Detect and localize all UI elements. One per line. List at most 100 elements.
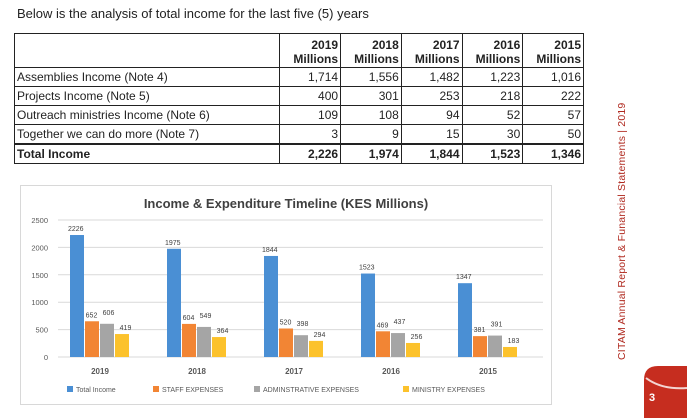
- table-header-cell: 2016 Millions: [461, 33, 524, 68]
- intro-text: Below is the analysis of total income fo…: [17, 6, 369, 21]
- table-row: Assemblies Income (Note 4) 1,714 1,556 1…: [13, 67, 584, 87]
- data-label: 437: [394, 319, 406, 326]
- legend-swatch: [403, 386, 409, 392]
- table-header-cell: 2018 Millions: [340, 33, 402, 68]
- table-row: Outreach ministries Income (Note 6) 109 …: [13, 105, 584, 125]
- row-label: Outreach ministries Income (Note 6): [13, 105, 281, 125]
- page-tab-shape: [644, 366, 687, 418]
- bar: [264, 255, 278, 357]
- chart-title: Income & Expenditure Timeline (KES Milli…: [144, 196, 428, 211]
- table-cell: 222: [522, 86, 584, 106]
- table-cell: 50: [522, 124, 584, 145]
- data-label: 183: [508, 338, 520, 345]
- table-cell: 1,556: [340, 67, 402, 87]
- table-cell: 30: [461, 124, 524, 145]
- table-header-row: 2019 Millions 2018 Millions 2017 Millions 2…: [13, 33, 584, 68]
- y-tick-label: 1000: [31, 298, 48, 307]
- table-cell: 3: [279, 124, 342, 145]
- bar: [406, 342, 420, 357]
- legend-label: STAFF EXPENSES: [162, 387, 224, 394]
- data-label: 391: [491, 322, 503, 329]
- bar: [488, 335, 502, 357]
- table-cell: 1,523: [461, 143, 524, 164]
- income-table: 2019 Millions 2018 Millions 2017 Millions 2…: [13, 33, 584, 164]
- data-label: 398: [297, 321, 309, 328]
- data-label: 1523: [359, 265, 375, 272]
- page-tab-swoosh: [645, 377, 687, 390]
- table-cell: 1,714: [279, 67, 342, 87]
- x-tick-label: 2018: [188, 367, 206, 376]
- legend-label: MINISTRY EXPENSES: [412, 387, 485, 394]
- data-label: 364: [217, 328, 229, 335]
- data-label: 520: [280, 320, 292, 327]
- data-label: 1844: [262, 247, 278, 254]
- bar: [279, 328, 293, 357]
- x-tick-label: 2017: [285, 367, 303, 376]
- row-label: Total Income: [13, 143, 281, 164]
- bar: [197, 326, 211, 357]
- legend-label: ADMINSTRATIVE EXPENSES: [263, 387, 359, 394]
- data-label: 381: [474, 327, 486, 334]
- data-label: 2226: [68, 226, 84, 233]
- table-cell: 57: [522, 105, 584, 125]
- table-row: Projects Income (Note 5) 400 301 253 218…: [13, 86, 584, 106]
- table-cell: 1,223: [461, 67, 524, 87]
- y-tick-label: 500: [35, 326, 48, 335]
- table-cell: 108: [340, 105, 402, 125]
- table-cell: 1,974: [340, 143, 402, 164]
- table-cell: 2,226: [279, 143, 342, 164]
- y-tick-label: 1500: [31, 271, 48, 280]
- y-tick-label: 2500: [31, 216, 48, 225]
- x-tick-label: 2016: [382, 367, 400, 376]
- table-cell: 400: [279, 86, 342, 106]
- bar: [70, 235, 84, 357]
- bar: [361, 273, 375, 357]
- bar: [212, 337, 226, 357]
- data-label: 419: [120, 325, 132, 332]
- table-cell: 15: [400, 124, 463, 145]
- table-cell: 94: [400, 105, 463, 125]
- table-total-row: Total Income 2,226 1,974 1,844 1,523 1,3…: [13, 143, 584, 164]
- bar: [391, 333, 405, 357]
- page-number: 3: [648, 392, 656, 404]
- table-cell: 109: [279, 105, 342, 125]
- bar: [100, 323, 114, 357]
- bar: [115, 334, 129, 357]
- legend-swatch: [254, 386, 260, 392]
- table-cell: 253: [400, 86, 463, 106]
- y-tick-label: 0: [44, 353, 48, 362]
- data-label: 604: [183, 315, 195, 322]
- row-label: Assemblies Income (Note 4): [13, 67, 281, 87]
- data-label: 606: [103, 310, 115, 317]
- legend-swatch: [67, 386, 73, 392]
- data-label: 1975: [165, 240, 181, 247]
- data-label: 652: [86, 312, 98, 319]
- table-cell: 301: [340, 86, 402, 106]
- x-tick-label: 2015: [479, 367, 497, 376]
- bar: [503, 346, 517, 357]
- table-header-cell: 2017 Millions: [400, 33, 463, 68]
- table-header-blank: [13, 33, 281, 68]
- page-number-tab: [644, 366, 687, 418]
- table-cell: 218: [461, 86, 524, 106]
- x-tick-label: 2019: [91, 367, 109, 376]
- y-tick-label: 2000: [31, 243, 48, 252]
- legend-swatch: [153, 386, 159, 392]
- bar: [473, 336, 487, 357]
- income-expenditure-chart: Income & Expenditure Timeline (KES Milli…: [20, 185, 552, 405]
- table-cell: 9: [340, 124, 402, 145]
- data-label: 1347: [456, 274, 472, 281]
- row-label: Together we can do more (Note 7): [13, 124, 281, 145]
- table-cell: 52: [461, 105, 524, 125]
- data-label: 256: [411, 334, 423, 341]
- legend-label: Total Income: [76, 387, 116, 394]
- bar: [458, 283, 472, 357]
- table-row: Together we can do more (Note 7) 3 9 15 …: [13, 124, 584, 145]
- table-header-cell: 2015 Millions: [522, 33, 584, 68]
- bar: [376, 331, 390, 357]
- running-title: CITAM Annual Report & Funancial Statemen…: [616, 102, 628, 360]
- bar: [294, 335, 308, 357]
- table-header-cell: 2019 Millions: [279, 33, 342, 68]
- table-cell: 1,482: [400, 67, 463, 87]
- chart-canvas: Income & Expenditure Timeline (KES Milli…: [31, 196, 543, 394]
